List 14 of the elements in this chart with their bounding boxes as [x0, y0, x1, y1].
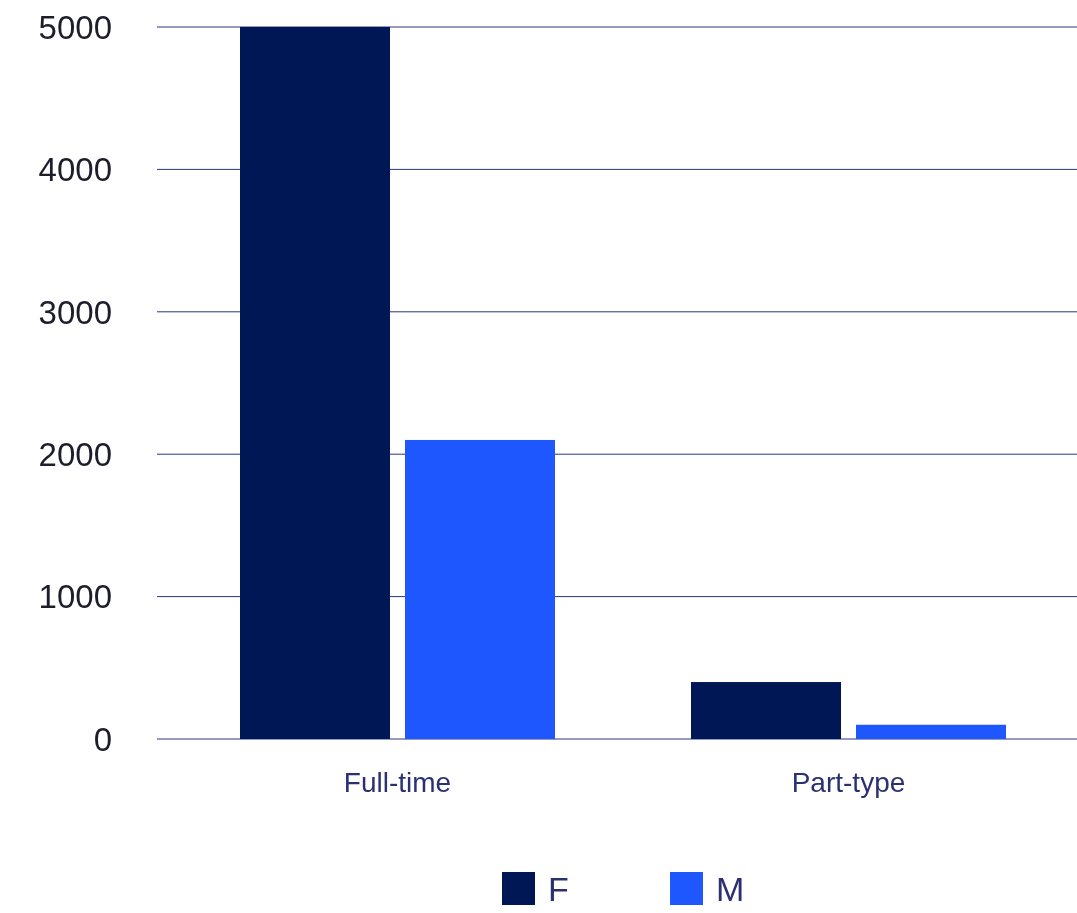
bar: [405, 439, 555, 739]
y-tick-label: 3000: [38, 293, 112, 331]
bar: [240, 27, 390, 739]
x-tick-label: Full-time: [343, 767, 452, 798]
y-tick-label: 1000: [38, 578, 112, 616]
y-tick-label: 2000: [38, 436, 112, 474]
bar: [691, 682, 841, 739]
y-tick-label: 4000: [38, 151, 112, 189]
y-tick-label: 0: [93, 720, 112, 758]
x-tick-label: Part-type: [791, 767, 906, 798]
y-tick-label: 5000: [38, 8, 112, 46]
bar: [856, 724, 1006, 739]
legend-label: M: [716, 870, 745, 909]
legend-label: F: [548, 870, 569, 909]
